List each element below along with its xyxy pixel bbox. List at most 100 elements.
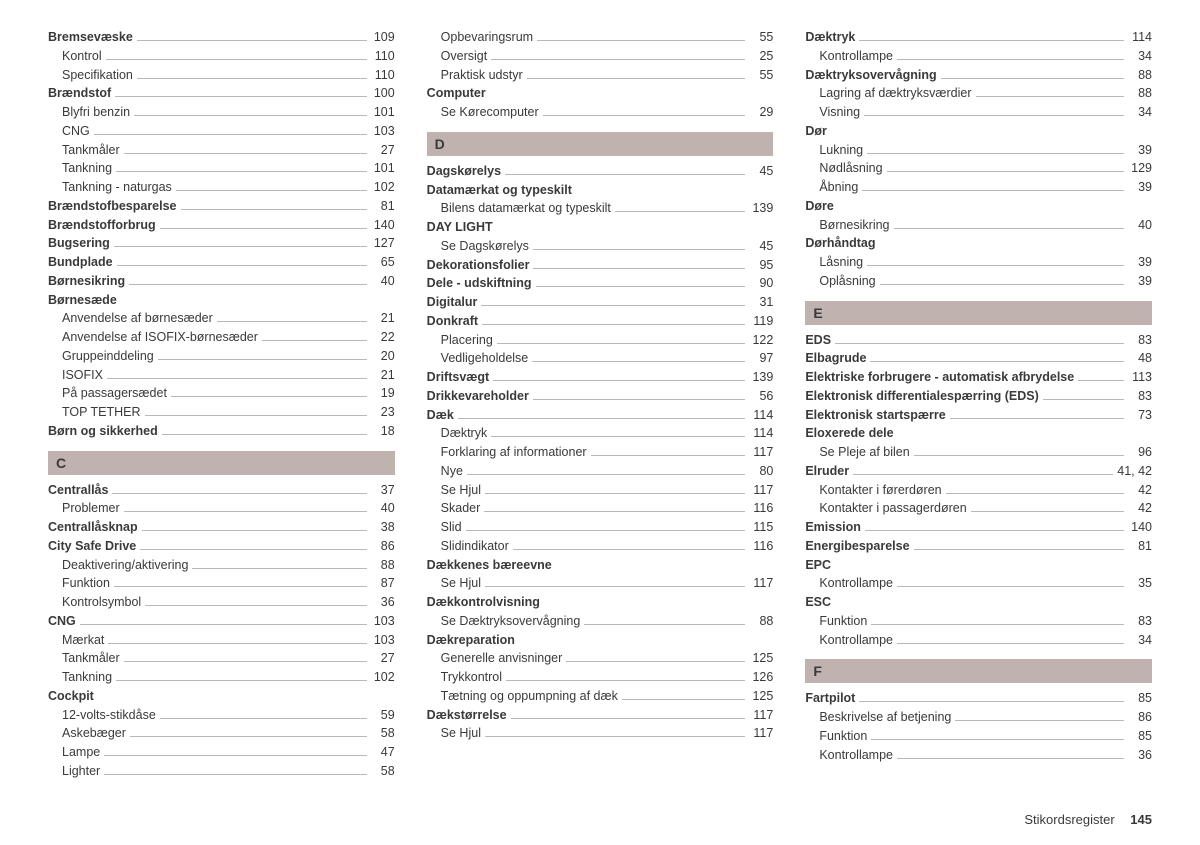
entry-page: 58 <box>371 724 395 743</box>
entry-label: Centrallåsknap <box>48 518 138 537</box>
entry-page: 117 <box>749 574 773 593</box>
leader-line <box>491 59 745 60</box>
entry-label: Bilens datamærkat og typeskilt <box>441 199 611 218</box>
entry-page: 97 <box>749 349 773 368</box>
index-entry: EDS83 <box>805 331 1152 350</box>
entry-label: Se Hjul <box>441 481 481 500</box>
index-entry: Cockpit <box>48 687 395 706</box>
entry-label: CNG <box>62 122 90 141</box>
index-entry: TOP TETHER23 <box>48 403 395 422</box>
entry-page: 39 <box>1128 272 1152 291</box>
index-entry: Tankmåler27 <box>48 649 395 668</box>
index-entry: Døre <box>805 197 1152 216</box>
index-entry: Elektronisk startspærre73 <box>805 406 1152 425</box>
entry-page: 129 <box>1128 159 1152 178</box>
entry-label: Fartpilot <box>805 689 855 708</box>
entry-page: 22 <box>371 328 395 347</box>
entry-page: 88 <box>1128 84 1152 103</box>
index-entry: Børn og sikkerhed18 <box>48 422 395 441</box>
entry-label: Tankning <box>62 668 112 687</box>
index-entry: Dagskørelys45 <box>427 162 774 181</box>
entry-page: 36 <box>371 593 395 612</box>
leader-line <box>176 190 367 191</box>
index-entry: Oplåsning39 <box>805 272 1152 291</box>
entry-label: Digitalur <box>427 293 478 312</box>
entry-label: Eloxerede dele <box>805 424 893 443</box>
leader-line <box>493 380 745 381</box>
entry-label: Dækkontrolvisning <box>427 593 540 612</box>
entry-page: 85 <box>1128 727 1152 746</box>
leader-line <box>864 115 1124 116</box>
entry-label: Bundplade <box>48 253 113 272</box>
index-entry: Se Dæktryksovervågning88 <box>427 612 774 631</box>
entry-page: 86 <box>1128 708 1152 727</box>
entry-page: 55 <box>749 66 773 85</box>
entry-label: Cockpit <box>48 687 94 706</box>
entry-label: Lighter <box>62 762 100 781</box>
entry-page: 73 <box>1128 406 1152 425</box>
entry-page: 126 <box>749 668 773 687</box>
entry-label: Driftsvægt <box>427 368 490 387</box>
entry-label: Generelle anvisninger <box>441 649 563 668</box>
entry-label: Dækreparation <box>427 631 515 650</box>
leader-line <box>162 434 367 435</box>
entry-page: 27 <box>371 649 395 668</box>
index-entry: Elektronisk differentialespærring (EDS)8… <box>805 387 1152 406</box>
entry-page: 55 <box>749 28 773 47</box>
index-entry: ISOFIX21 <box>48 366 395 385</box>
leader-line <box>976 96 1125 97</box>
entry-label: Brændstofforbrug <box>48 216 156 235</box>
entry-label: Mærkat <box>62 631 104 650</box>
entry-label: Se Dagskørelys <box>441 237 529 256</box>
entry-page: 117 <box>749 706 773 725</box>
entry-label: Donkraft <box>427 312 478 331</box>
index-entry: 12-volts-stikdåse59 <box>48 706 395 725</box>
index-entry: Dækkontrolvisning <box>427 593 774 612</box>
leader-line <box>971 511 1124 512</box>
leader-line <box>130 736 367 737</box>
entry-label: Dørhåndtag <box>805 234 875 253</box>
entry-page: 103 <box>371 122 395 141</box>
entry-label: Opbevaringsrum <box>441 28 533 47</box>
entry-label: Elektronisk differentialespærring (EDS) <box>805 387 1038 406</box>
leader-line <box>104 755 366 756</box>
leader-line <box>506 680 745 681</box>
leader-line <box>533 399 746 400</box>
entry-page: 83 <box>1128 612 1152 631</box>
entry-label: Låsning <box>819 253 863 272</box>
entry-page: 140 <box>371 216 395 235</box>
index-entry: Donkraft119 <box>427 312 774 331</box>
leader-line <box>897 586 1124 587</box>
entry-label: Drikkevareholder <box>427 387 529 406</box>
index-entry: Praktisk udstyr55 <box>427 66 774 85</box>
index-entry: På passagersædet19 <box>48 384 395 403</box>
index-entry: Dækkenes bæreevne <box>427 556 774 575</box>
entry-page: 86 <box>371 537 395 556</box>
leader-line <box>543 115 746 116</box>
entry-page: 39 <box>1128 253 1152 272</box>
leader-line <box>158 359 367 360</box>
leader-line <box>950 418 1124 419</box>
index-entry: City Safe Drive86 <box>48 537 395 556</box>
entry-page: 27 <box>371 141 395 160</box>
leader-line <box>485 736 745 737</box>
index-entry: Anvendelse af børnesæder21 <box>48 309 395 328</box>
index-entry: Fartpilot85 <box>805 689 1152 708</box>
leader-line <box>107 378 367 379</box>
leader-line <box>108 643 366 644</box>
index-entry: Bugsering127 <box>48 234 395 253</box>
index-entry: Dæktryk114 <box>427 424 774 443</box>
index-entry: Kontrollampe34 <box>805 47 1152 66</box>
entry-page: 115 <box>749 518 773 537</box>
entry-page: 90 <box>749 274 773 293</box>
leader-line <box>481 305 745 306</box>
entry-page: 38 <box>371 518 395 537</box>
leader-line <box>134 115 367 116</box>
entry-page: 41, 42 <box>1117 462 1152 481</box>
index-entry: Dele - udskiftning90 <box>427 274 774 293</box>
entry-page: 125 <box>749 687 773 706</box>
entry-label: Børnesæde <box>48 291 117 310</box>
entry-label: Se Kørecomputer <box>441 103 539 122</box>
leader-line <box>114 246 367 247</box>
index-entry: Tankmåler27 <box>48 141 395 160</box>
